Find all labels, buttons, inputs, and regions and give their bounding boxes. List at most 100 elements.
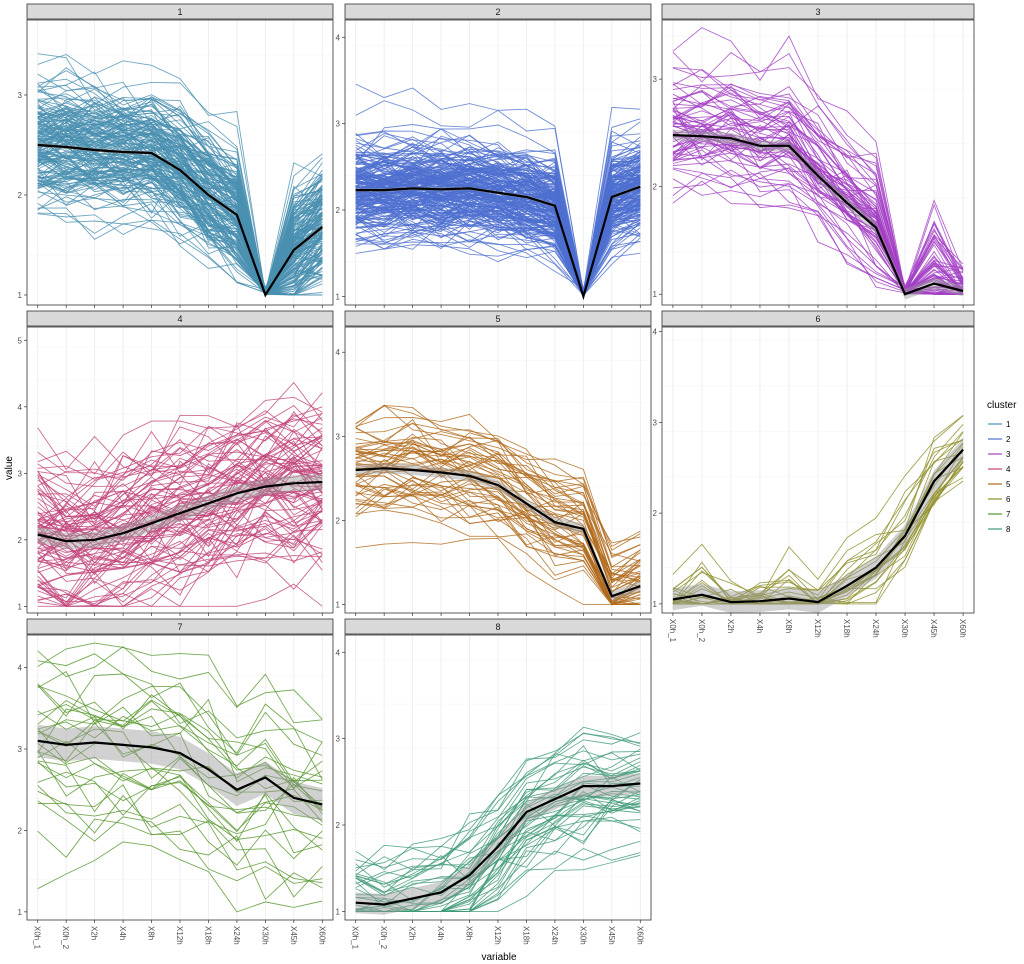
- series-line: [355, 784, 641, 912]
- mean-line: [37, 143, 323, 298]
- y-axis-title: value: [4, 456, 15, 480]
- series-line: [37, 465, 323, 529]
- legend: cluster 1 2 3 4 5 6 7 8: [987, 400, 1017, 534]
- x-tick-label: X60h: [635, 926, 644, 945]
- confidence-band: [355, 463, 641, 602]
- series-line: [355, 483, 641, 606]
- x-tick-label: X2h: [90, 926, 99, 940]
- series-line: [355, 404, 641, 559]
- y-tick-label: 4: [653, 328, 658, 337]
- series-line: [37, 460, 323, 585]
- series-line: [37, 155, 323, 294]
- series-line: [355, 165, 641, 296]
- series-line: [37, 437, 323, 528]
- x-tick-label: X4h: [436, 926, 445, 940]
- series-line: [37, 710, 323, 808]
- x-tick-label: X30h: [578, 926, 587, 945]
- series-line: [37, 479, 323, 571]
- series-line: [37, 451, 323, 534]
- series-line: [355, 726, 641, 869]
- x-tick-label: X12h: [175, 926, 184, 945]
- series-line: [355, 762, 641, 897]
- series-line: [37, 510, 323, 573]
- series-lines-cluster-8: [355, 726, 641, 912]
- series-line: [37, 818, 323, 884]
- y-tick-label: 5: [18, 336, 23, 345]
- legend-item-3: 3: [988, 450, 1011, 459]
- series-line: [37, 762, 323, 823]
- x-tick-label: X30h: [260, 926, 269, 945]
- legend-label: 3: [1006, 450, 1011, 459]
- x-tick-label: X45h: [929, 619, 938, 638]
- y-tick-label: 1: [18, 602, 23, 611]
- series-lines-cluster-5: [355, 404, 641, 606]
- series-line: [37, 436, 323, 514]
- series-line: [355, 509, 641, 606]
- series-line: [355, 187, 641, 297]
- facet-panel-3: 3 1 2 3: [653, 3, 975, 308]
- y-tick-label: 3: [336, 120, 341, 129]
- confidence-band: [37, 474, 323, 550]
- x-tick-label: X2h: [726, 619, 735, 633]
- facet-strip: [344, 310, 652, 327]
- series-line: [355, 449, 641, 595]
- legend-item-6: 6: [988, 495, 1011, 504]
- series-line: [37, 462, 323, 569]
- series-line: [37, 392, 323, 481]
- series-line: [355, 537, 641, 606]
- series-line: [672, 114, 964, 296]
- y-tick-label: 1: [18, 908, 23, 917]
- series-line: [672, 146, 964, 295]
- facet-strip: [661, 3, 975, 20]
- facet-strip-label: 3: [815, 7, 820, 17]
- series-line: [355, 732, 641, 872]
- y-tick-label: 4: [18, 403, 23, 412]
- series-line: [672, 138, 964, 293]
- series-line: [672, 415, 964, 599]
- series-line: [672, 85, 964, 289]
- x-tick-label: X8h: [784, 619, 793, 633]
- series-line: [672, 83, 964, 294]
- x-tick-label: X0h_2: [379, 926, 388, 950]
- x-tick-label: X0h_2: [697, 619, 706, 643]
- series-line: [355, 423, 641, 544]
- series-line: [672, 443, 964, 605]
- facet-panel-6: 6 1 2 3 4 X0h_1 X0h_2 X2h X4h X8h X12h X18h X24h X30h…: [653, 310, 975, 643]
- y-tick-label: 1: [653, 600, 658, 609]
- series-line: [37, 708, 323, 810]
- series-line: [37, 555, 323, 607]
- series-line: [37, 504, 323, 564]
- series-line: [37, 458, 323, 576]
- series-line: [355, 222, 641, 290]
- series-line: [355, 130, 641, 296]
- series-line: [672, 67, 964, 292]
- facet-panel-2: 2 1 2 3 4: [336, 3, 652, 308]
- series-line: [37, 70, 323, 294]
- x-tick-label: X18h: [842, 619, 851, 638]
- x-tick-label: X30h: [900, 619, 909, 638]
- series-line: [355, 457, 641, 606]
- x-tick-label: X45h: [607, 926, 616, 945]
- series-line: [672, 424, 964, 605]
- legend-label: 1: [1006, 420, 1011, 429]
- series-line: [355, 432, 641, 582]
- series-line: [37, 88, 323, 293]
- series-line: [672, 27, 964, 292]
- facet-strip: [344, 618, 652, 635]
- series-lines-cluster-4: [37, 381, 323, 607]
- x-tick-label: X18h: [522, 926, 531, 945]
- series-line: [37, 422, 323, 511]
- series-line: [37, 417, 323, 487]
- series-line: [672, 439, 964, 597]
- x-tick-label: X0h_1: [33, 926, 42, 950]
- facet-strip: [661, 310, 975, 327]
- y-tick-label: 4: [18, 664, 23, 673]
- y-tick-label: 2: [336, 206, 341, 215]
- facet-panel-4: 4 1 2 3 4 5: [18, 310, 334, 616]
- series-line: [37, 412, 323, 503]
- confidence-band: [672, 129, 964, 300]
- series-line: [37, 439, 323, 544]
- series-line: [355, 404, 641, 548]
- series-line: [355, 100, 641, 294]
- series-line: [37, 699, 323, 783]
